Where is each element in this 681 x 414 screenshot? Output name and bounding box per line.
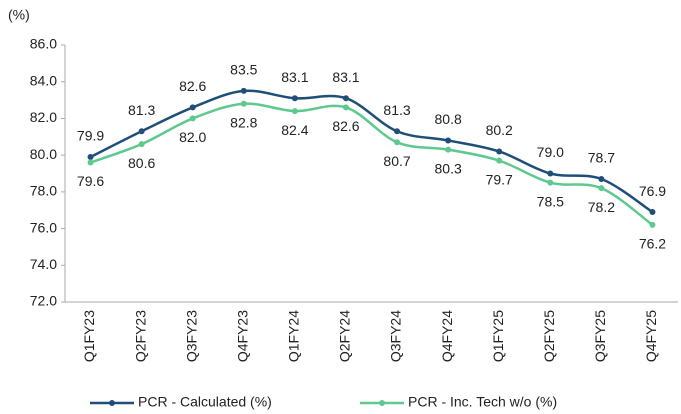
legend-marker xyxy=(109,400,115,406)
data-label: 82.4 xyxy=(281,122,308,138)
marker xyxy=(598,176,605,183)
data-label: 80.8 xyxy=(435,111,462,127)
line xyxy=(89,89,654,214)
marker xyxy=(291,108,298,115)
legend-marker xyxy=(379,400,385,406)
marker xyxy=(138,128,145,135)
data-label: 82.6 xyxy=(179,78,206,94)
y-tick-label: 76.0 xyxy=(30,219,57,235)
marker xyxy=(649,209,656,216)
marker xyxy=(598,185,605,192)
y-tick-label: 84.0 xyxy=(30,72,57,88)
marker xyxy=(445,146,452,153)
marker xyxy=(394,128,401,135)
legend-label: PCR - Inc. Tech w/o (%) xyxy=(408,394,557,410)
marker xyxy=(342,104,349,111)
marker xyxy=(87,153,94,160)
y-tick-label: 86.0 xyxy=(30,36,57,52)
data-label: 79.6 xyxy=(77,173,104,189)
marker xyxy=(342,95,349,102)
data-label: 82.6 xyxy=(332,118,359,134)
x-tick-label: Q1FY23 xyxy=(81,310,97,362)
marker xyxy=(547,179,554,186)
data-label: 76.2 xyxy=(639,236,666,252)
data-label: 79.9 xyxy=(77,128,104,144)
x-tick-label: Q2FY24 xyxy=(337,310,353,362)
y-unit-label: (%) xyxy=(8,7,30,23)
data-label: 83.1 xyxy=(281,69,308,85)
data-label: 81.3 xyxy=(128,102,155,118)
marker xyxy=(240,87,247,94)
data-label: 80.2 xyxy=(486,122,513,138)
data-label: 78.7 xyxy=(588,150,615,166)
x-tick-label: Q3FY23 xyxy=(183,310,199,362)
marker xyxy=(547,170,554,177)
marker xyxy=(291,95,298,102)
marker xyxy=(496,148,503,155)
marker xyxy=(649,221,656,228)
data-label: 80.7 xyxy=(383,153,410,169)
data-label: 79.0 xyxy=(537,144,564,160)
data-label: 78.5 xyxy=(537,193,564,209)
x-tick-label: Q4FY24 xyxy=(439,310,455,362)
data-label: 81.3 xyxy=(383,102,410,118)
data-label: 80.6 xyxy=(128,155,155,171)
marker xyxy=(496,157,503,164)
x-tick-label: Q1FY25 xyxy=(490,310,506,362)
x-tick-label: Q3FY25 xyxy=(592,310,608,362)
data-label: 79.7 xyxy=(486,171,513,187)
data-label: 78.2 xyxy=(588,199,615,215)
x-tick-label: Q2FY23 xyxy=(132,310,148,362)
data-label: 76.9 xyxy=(639,183,666,199)
marker xyxy=(394,139,401,146)
legend-label: PCR - Calculated (%) xyxy=(138,394,272,410)
y-tick-label: 72.0 xyxy=(30,293,57,309)
data-label: 80.3 xyxy=(435,160,462,176)
x-tick-label: Q4FY25 xyxy=(643,310,659,362)
y-tick-label: 74.0 xyxy=(30,256,57,272)
marker xyxy=(189,104,196,111)
data-label: 82.0 xyxy=(179,129,206,145)
y-tick-label: 80.0 xyxy=(30,146,57,162)
marker xyxy=(445,137,452,144)
data-label: 82.8 xyxy=(230,114,257,130)
x-tick-label: Q2FY25 xyxy=(541,310,557,362)
y-tick-label: 82.0 xyxy=(30,109,57,125)
x-tick-label: Q1FY24 xyxy=(286,310,302,362)
data-label: 83.1 xyxy=(332,69,359,85)
marker xyxy=(87,159,94,166)
y-tick-label: 78.0 xyxy=(30,183,57,199)
data-label: 83.5 xyxy=(230,62,257,78)
marker xyxy=(138,141,145,148)
x-tick-label: Q4FY23 xyxy=(234,310,250,362)
x-tick-label: Q3FY24 xyxy=(388,310,404,362)
marker xyxy=(189,115,196,122)
line xyxy=(90,102,654,226)
marker xyxy=(240,100,247,107)
